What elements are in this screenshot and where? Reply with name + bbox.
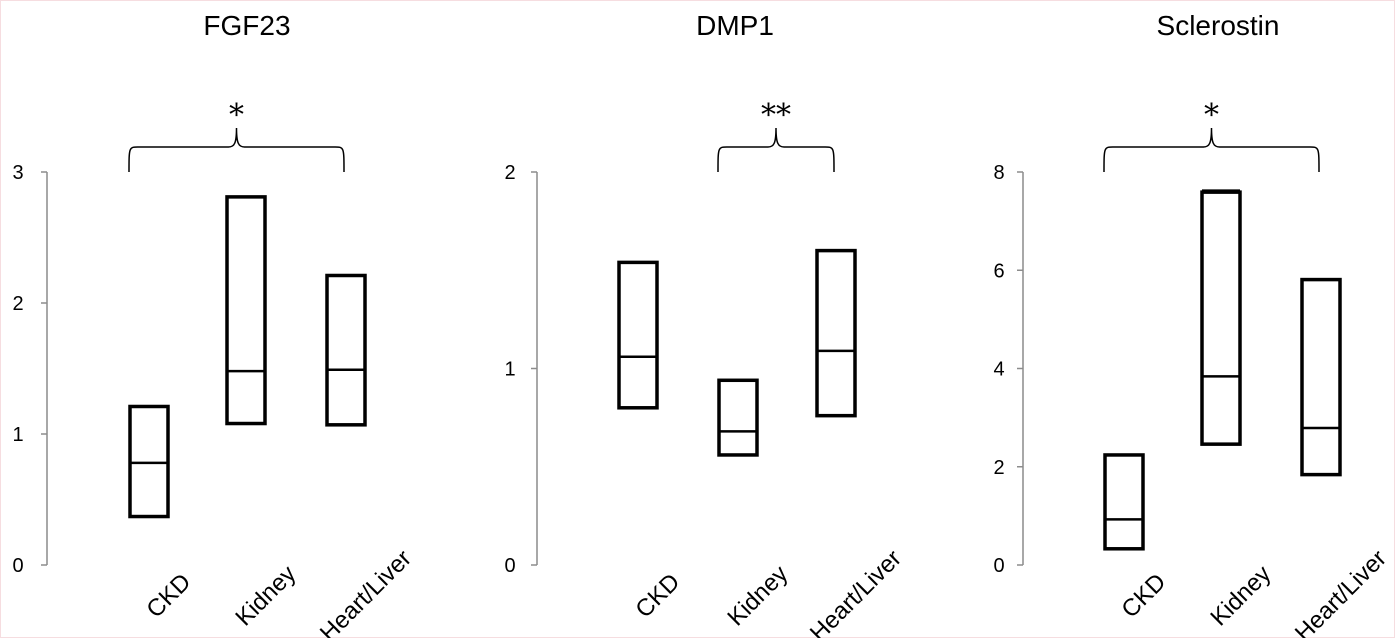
chart-3-significance-bracket <box>1103 127 1320 173</box>
chart-3-box-1 <box>1103 453 1145 551</box>
chart-3-category-label: CKD <box>1116 568 1171 623</box>
chart-2-box-3 <box>815 248 857 418</box>
chart-2-significance-label: ** <box>761 98 791 133</box>
chart-1-y-tick-label: 1 <box>12 424 23 446</box>
chart-3-y-tick-label: 6 <box>993 260 1004 282</box>
chart-3-y-tick-label: 2 <box>993 457 1004 479</box>
chart-3-category-label: Kidney <box>1205 560 1276 631</box>
chart-1-box-1 <box>128 404 170 519</box>
chart-3-y-tick-label: 0 <box>993 555 1004 577</box>
chart-1-box-3 <box>325 273 367 427</box>
chart-2-box-1 <box>617 260 659 410</box>
chart-2-category-label: Heart/Liver <box>805 545 907 638</box>
chart-3-title: Sclerostin <box>1157 10 1280 41</box>
chart-2-category-label: Kidney <box>722 560 793 631</box>
chart-2-significance-bracket <box>717 127 835 173</box>
chart-1-category-label: Heart/Liver <box>315 545 417 638</box>
chart-2-y-tick-label: 1 <box>504 359 515 381</box>
chart-3-box-2 <box>1200 190 1242 446</box>
chart-1-significance-label: * <box>229 98 244 133</box>
chart-3-y-tick-label: 8 <box>993 162 1004 184</box>
chart-1-category-label: CKD <box>141 568 196 623</box>
chart-2-category-label: CKD <box>630 568 685 623</box>
chart-2-y-tick-label: 2 <box>504 162 515 184</box>
chart-3-significance-label: * <box>1204 98 1219 133</box>
chart-2-y-tick-label: 0 <box>504 555 515 577</box>
chart-3-category-label: Heart/Liver <box>1290 545 1392 638</box>
chart-1-y-tick-label: 0 <box>12 555 23 577</box>
chart-1-category-label: Kidney <box>230 560 301 631</box>
chart-3-y-tick-label: 4 <box>993 359 1004 381</box>
chart-1-title: FGF23 <box>203 10 290 41</box>
chart-2-box-2 <box>717 378 759 457</box>
chart-1-significance-bracket <box>128 127 345 173</box>
chart-2-title: DMP1 <box>696 10 774 41</box>
chart-1-y-tick-label: 3 <box>12 162 23 184</box>
chart-1-y-tick-label: 2 <box>12 293 23 315</box>
chart-3-box-3 <box>1300 277 1342 477</box>
chart-1-box-2 <box>225 195 267 426</box>
